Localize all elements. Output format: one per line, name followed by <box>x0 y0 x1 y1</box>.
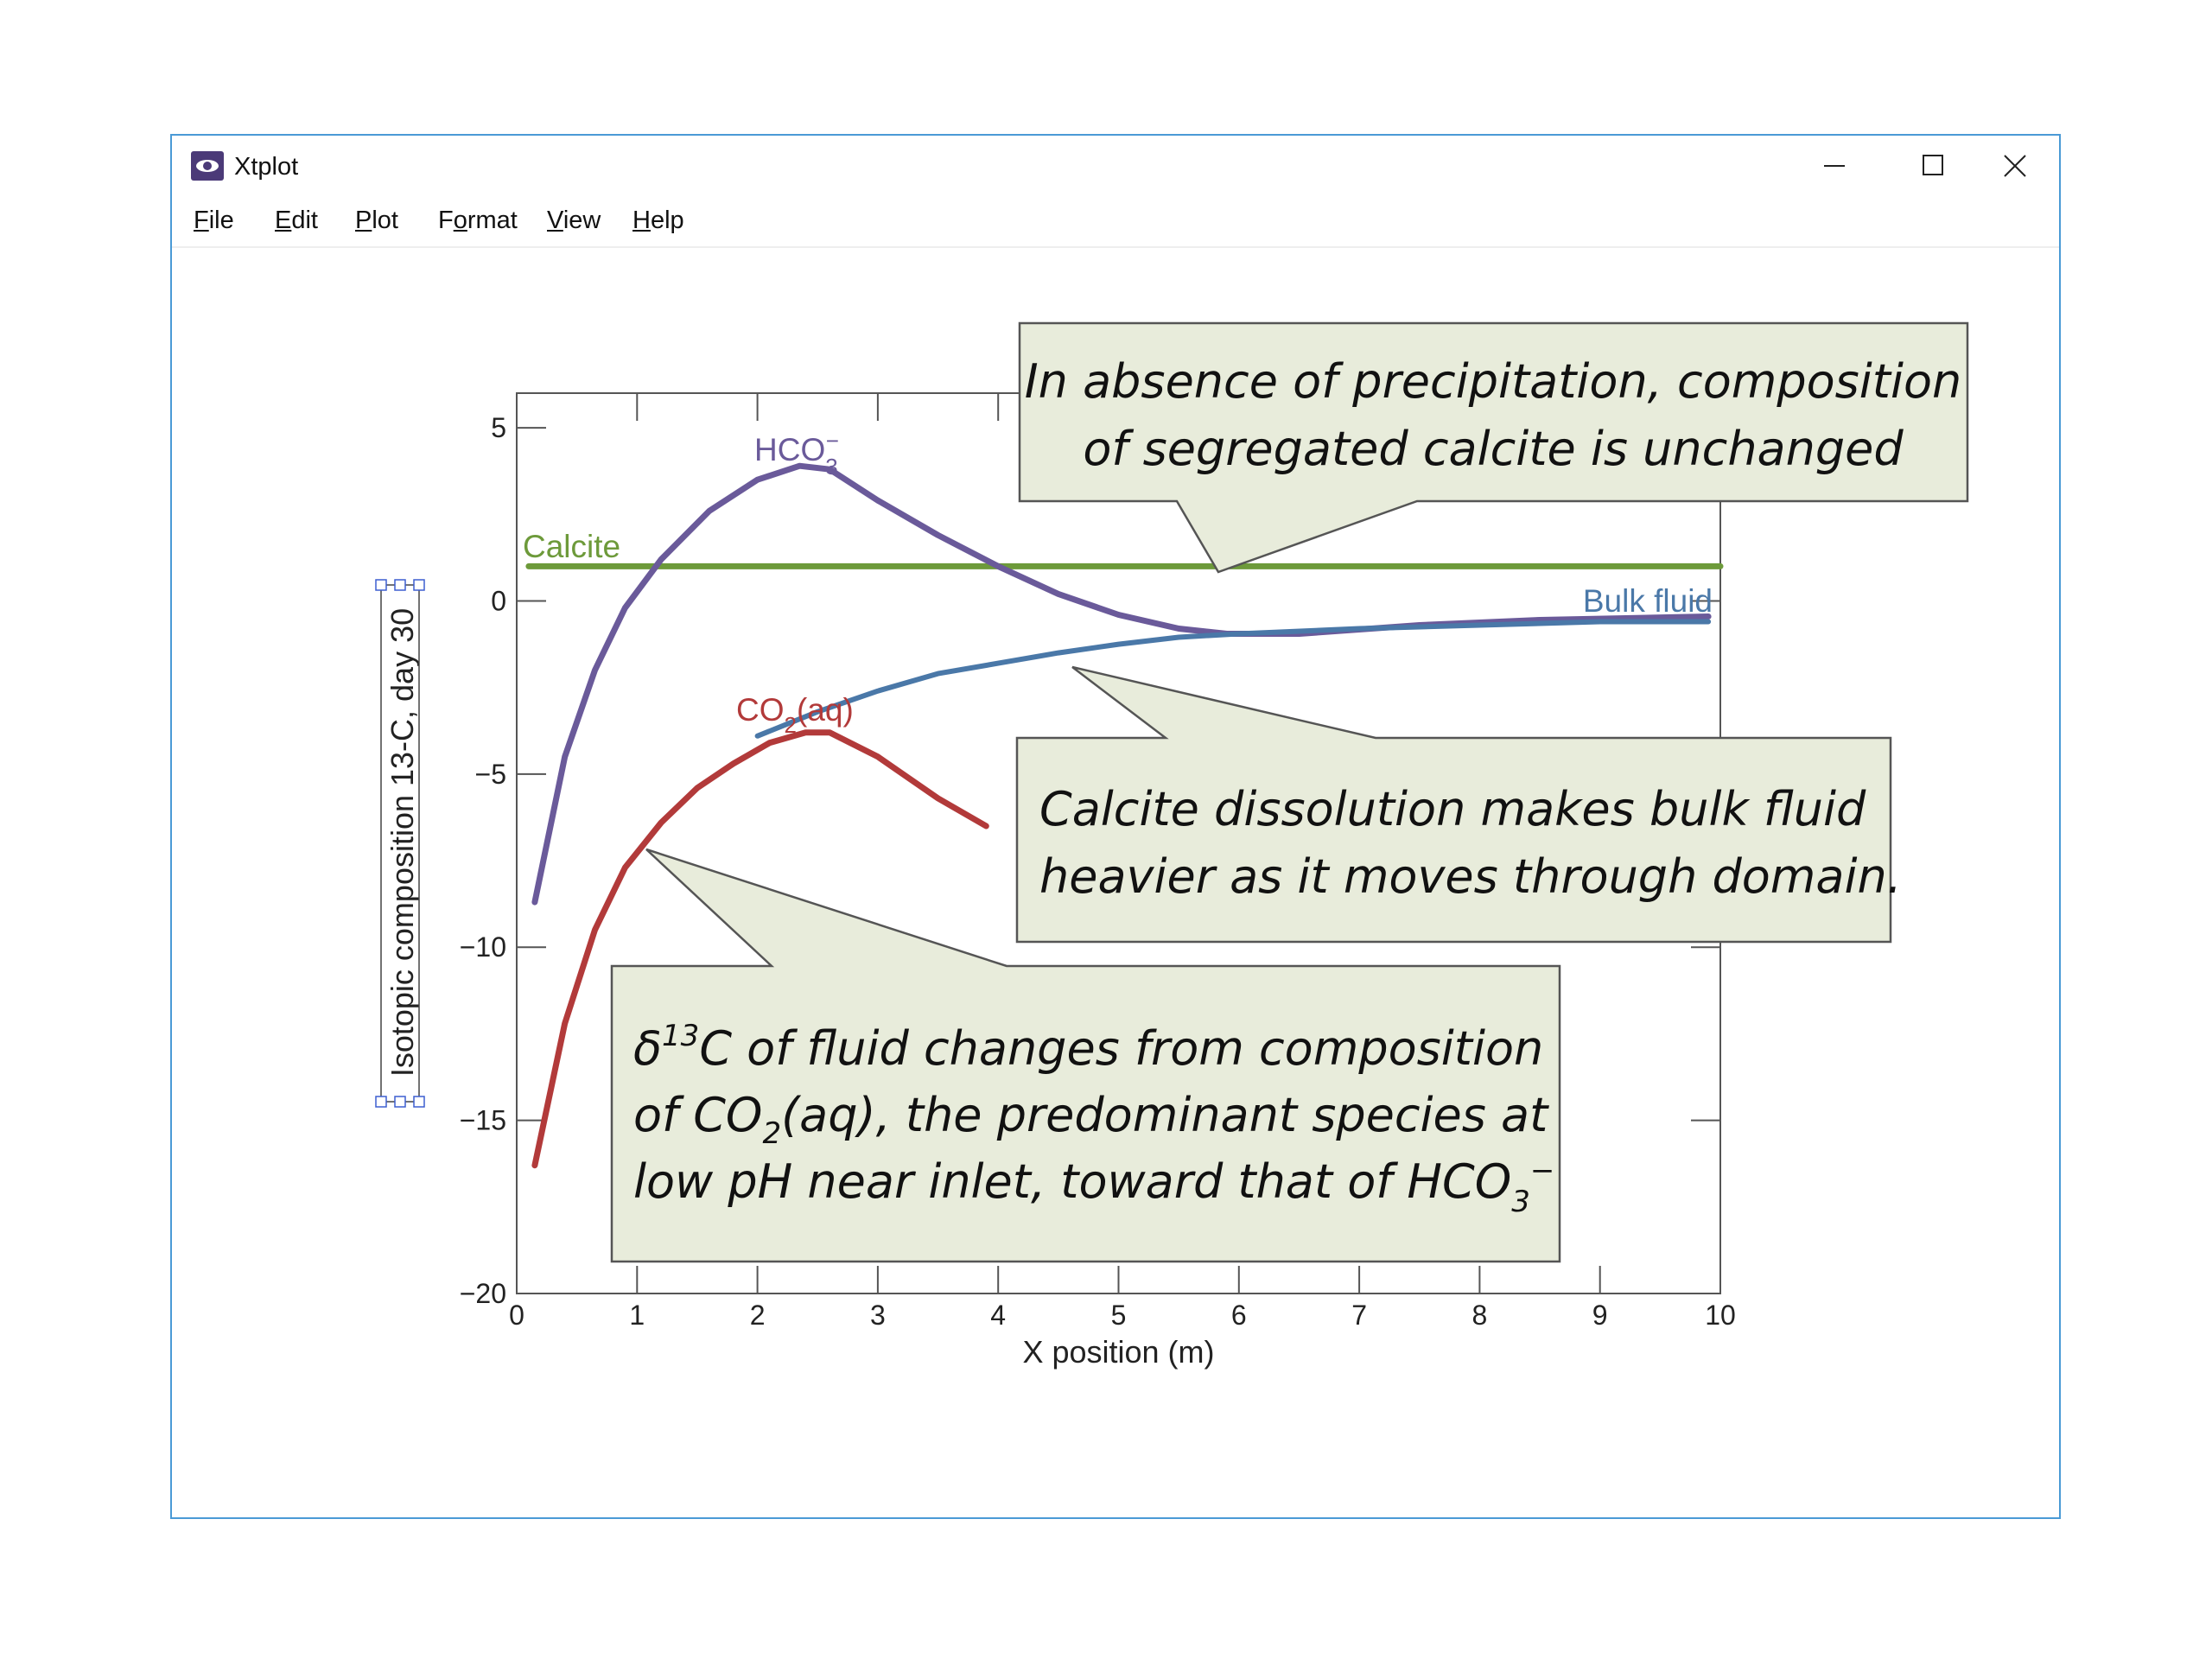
selection-handle[interactable] <box>413 1096 425 1108</box>
series-label-bulk-fluid: Bulk fluid <box>1583 583 1713 619</box>
menu-format[interactable]: Format <box>438 207 518 234</box>
y-tick-label: −5 <box>475 759 506 790</box>
y-tick-label: −10 <box>460 931 506 963</box>
selection-handle[interactable] <box>375 579 387 591</box>
y-tick-label: 0 <box>491 585 506 616</box>
callout-delta13c-line2: of CO2(aq), the predominant species at <box>633 1088 1549 1151</box>
x-tick-label: 10 <box>1705 1300 1736 1331</box>
callout-dissolution <box>1015 665 1892 944</box>
series-line-bulk-fluid[interactable] <box>754 619 1712 739</box>
x-tick-label: 8 <box>1472 1300 1488 1331</box>
x-tick-label: 0 <box>509 1300 524 1331</box>
y-axis-label[interactable]: Isotopic composition 13-C, day 30 <box>385 608 420 1077</box>
x-tick-label: 1 <box>629 1300 645 1331</box>
selection-handle[interactable] <box>394 579 406 591</box>
x-tick-label: 6 <box>1231 1300 1247 1331</box>
series-label-co2: CO2(aq) <box>736 692 854 738</box>
selection-handle[interactable] <box>394 1096 406 1108</box>
callout-precipitation <box>1018 321 1969 574</box>
close-icon[interactable] <box>1966 136 2061 196</box>
callout-delta13c-line3: low pH near inlet, toward that of HCO3− <box>633 1154 1554 1219</box>
callout-dissolution-text: Calcite dissolution makes bulk fluid <box>1039 782 1866 836</box>
menu-bar: File Edit Plot Format View Help <box>172 196 2059 248</box>
y-tick-label: 5 <box>491 412 506 443</box>
x-tick-label: 3 <box>870 1300 886 1331</box>
x-tick-label: 9 <box>1592 1300 1608 1331</box>
window-title: Xtplot <box>234 153 299 181</box>
x-tick-label: 7 <box>1351 1300 1367 1331</box>
series-label-calcite: Calcite <box>523 529 620 564</box>
menu-plot[interactable]: Plot <box>355 207 398 234</box>
minimize-icon[interactable] <box>1791 136 1886 196</box>
callout-dissolution-text: heavier as it moves through domain. <box>1039 849 1902 904</box>
x-tick-label: 4 <box>990 1300 1006 1331</box>
menu-view[interactable]: View <box>547 207 601 234</box>
callout-delta13c-line1: δ13C of fluid changes from composition <box>633 1019 1543 1076</box>
y-tick-label: −20 <box>460 1278 506 1309</box>
y-tick-label: −15 <box>460 1105 506 1136</box>
menu-file[interactable]: File <box>194 207 234 234</box>
x-axis-label: X position (m) <box>1022 1334 1214 1370</box>
menu-edit[interactable]: Edit <box>275 207 318 234</box>
x-tick-label: 2 <box>750 1300 766 1331</box>
series-line-co2-aq-[interactable] <box>531 729 989 1169</box>
title-bar[interactable]: Xtplot <box>172 136 2059 196</box>
callout-delta13c <box>610 848 1561 1263</box>
maximize-icon[interactable] <box>1886 136 1981 196</box>
x-tick-label: 5 <box>1111 1300 1127 1331</box>
xtplot-app-icon <box>191 151 224 181</box>
series-label-hco3: HCO3− <box>754 428 839 480</box>
menu-help[interactable]: Help <box>632 207 684 234</box>
callout-precipitation-text: In absence of precipitation, composition <box>1025 354 1961 409</box>
selection-handle[interactable] <box>413 579 425 591</box>
callout-precipitation-text: of segregated calcite is unchanged <box>1083 422 1904 476</box>
selection-handle[interactable] <box>375 1096 387 1108</box>
